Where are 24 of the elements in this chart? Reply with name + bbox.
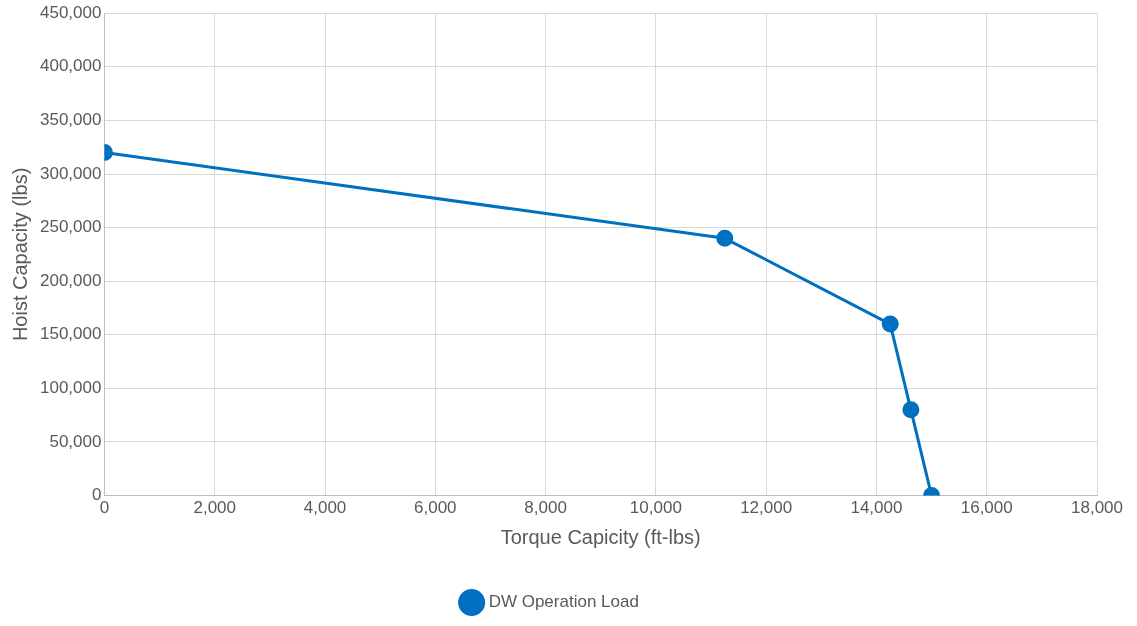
y-tick-label: 150,000 (40, 324, 102, 344)
y-tick-label: 400,000 (40, 56, 102, 76)
y-tick-label: 200,000 (40, 270, 102, 290)
x-tick-label: 16,000 (960, 498, 1013, 518)
x-tick-label: 8,000 (524, 498, 567, 518)
y-tick-label: 350,000 (40, 110, 102, 130)
x-tick-label: 6,000 (414, 498, 457, 518)
y-tick-label: 250,000 (40, 217, 102, 237)
point (716, 229, 734, 247)
x-tick-label: 4,000 (303, 498, 347, 518)
x-tick-label: 18,000 (1071, 498, 1123, 518)
y-tick-label: 450,000 (40, 2, 102, 22)
point (881, 315, 899, 333)
y-axis-title: Hoist Capacity (lbs) (8, 167, 31, 342)
legend-label: DW Operation Load (488, 592, 639, 612)
y-tick-label: 50,000 (49, 431, 102, 451)
x-tick-label: 14,000 (850, 498, 903, 518)
y-tick-label: 100,000 (40, 378, 102, 398)
point (902, 401, 920, 419)
x-tick-label: 2,000 (193, 498, 237, 518)
x-tick-label: 10,000 (629, 498, 682, 518)
y-tick-label: 300,000 (40, 163, 102, 183)
x-axis-title: Torque Capicity (ft-lbs) (500, 525, 701, 548)
x-tick-label: 12,000 (740, 498, 793, 518)
